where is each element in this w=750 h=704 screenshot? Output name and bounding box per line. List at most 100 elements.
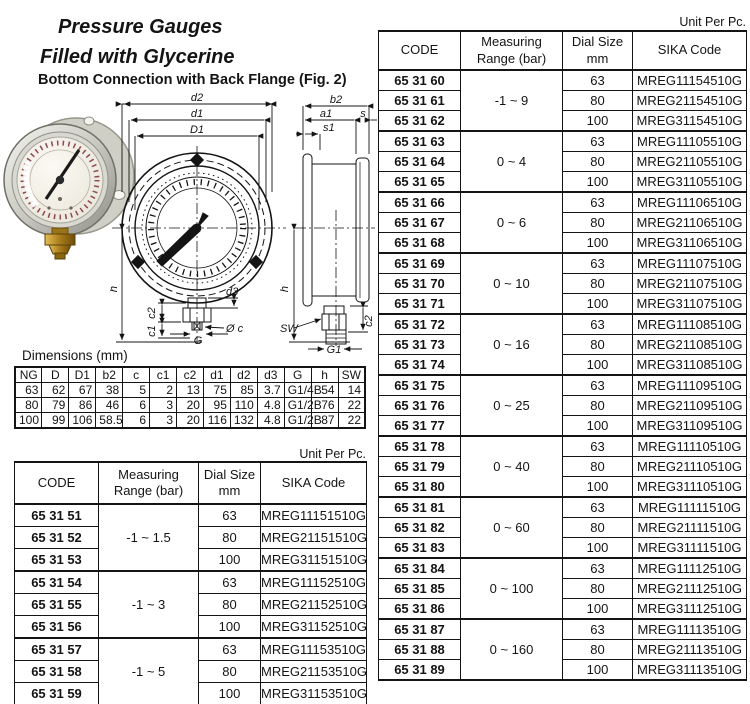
table-row: 65 31 81 0 ~ 60 63 MREG11111510G (378, 496, 747, 559)
dial-size-cell: 63 (198, 570, 261, 594)
dimension-cell: 3 (149, 412, 178, 429)
table-row: 65 31 84 0 ~ 100 63 MREG11112510G (378, 557, 747, 620)
dimension-cell: 20 (176, 397, 204, 413)
range-cell: 0 ~ 100 (460, 557, 563, 620)
dial-size-cell: 80 (562, 273, 633, 294)
sika-code-cell: MREG21154510G (632, 90, 747, 111)
range-cell: 0 ~ 25 (460, 374, 563, 437)
dim-label-G1: G1 (327, 344, 342, 356)
dial-size-cell: 63 (562, 252, 633, 274)
table-row: 65 31 60 -1 ~ 9 63 MREG11154510G (378, 69, 747, 132)
header-row: CODE Measuring Range (bar) Dial Size mm SIKA … (14, 461, 367, 505)
table-row: 65 31 77 100 MREG31109510G (378, 415, 747, 437)
dial-size-cell: 100 (198, 615, 261, 639)
sika-code-cell: MREG31110510G (632, 476, 747, 498)
dim-label-b2: b2 (330, 94, 342, 106)
code-cell: 65 31 55 (14, 593, 99, 616)
dimension-cell: 63 (14, 382, 43, 398)
column-header: d3 (256, 366, 285, 383)
dim-label-G: G (194, 335, 203, 347)
dim-label-d2: d2 (191, 92, 203, 104)
dial-size-cell: 100 (562, 354, 633, 376)
range-cell: -1 ~ 5 (98, 637, 199, 704)
column-header: c1 (149, 366, 178, 383)
table-row: 65 31 66 0 ~ 6 63 MREG11106510G (378, 191, 747, 254)
dim-label-D1: D1 (190, 124, 204, 136)
sika-code-cell: MREG21153510G (260, 660, 367, 683)
dial-size-cell: 63 (562, 313, 633, 335)
code-cell: 65 31 72 (378, 313, 461, 335)
dimension-cell: 79 (41, 397, 70, 413)
dimension-cell: 116 (202, 412, 231, 429)
table-row: 65 31 56 100 MREG31152510G (14, 615, 367, 639)
dial-size-cell: 100 (562, 659, 633, 681)
code-cell: 65 31 69 (378, 252, 461, 274)
column-header: c2 (176, 366, 204, 383)
dim-label-a1: a1 (320, 108, 332, 120)
code-cell: 65 31 89 (378, 659, 461, 681)
pointer (44, 149, 81, 200)
glycerine-highlight (23, 161, 39, 208)
page-title: Pressure Gauges Filled with Glycerine (40, 12, 235, 72)
code-cell: 65 31 63 (378, 130, 461, 152)
table-row: 65 31 83 100 MREG31111510G (378, 537, 747, 559)
dial-size-cell: 63 (562, 374, 633, 396)
column-header: SIKA Code (260, 461, 367, 505)
column-header: NG (14, 366, 43, 383)
code-cell: 65 31 82 (378, 517, 461, 538)
column-header: Measuring Range (bar) (98, 461, 199, 505)
code-cell: 65 31 57 (14, 637, 99, 661)
code-cell: 65 31 62 (378, 110, 461, 132)
range-cell: 0 ~ 4 (460, 130, 563, 193)
dimension-cell: 20 (176, 412, 204, 429)
column-header: b2 (95, 366, 124, 383)
brass-connection (44, 227, 76, 260)
sika-code-cell: MREG31107510G (632, 293, 747, 315)
gauge-body (3, 123, 117, 237)
page-title-line1: Pressure Gauges (58, 16, 223, 38)
range-cell: 0 ~ 40 (460, 435, 563, 498)
sika-code-cell: MREG11151510G (260, 503, 367, 527)
dimension-cell: 76 (310, 397, 339, 413)
range-cell: 0 ~ 160 (460, 618, 563, 681)
code-cell: 65 31 58 (14, 660, 99, 683)
column-header: D (41, 366, 70, 383)
table-row: 65 31 80 100 MREG31110510G (378, 476, 747, 498)
table-row: 65 31 87 0 ~ 160 63 MREG11113510G (378, 618, 747, 681)
sika-code-cell: MREG21109510G (632, 395, 747, 416)
dim-label-c1: c1 (146, 325, 158, 337)
sika-code-cell: MREG21152510G (260, 593, 367, 616)
dial-size-cell: 80 (198, 593, 261, 616)
dimensions-table-title: Dimensions (mm) (22, 348, 128, 363)
dial-size-cell: 80 (198, 660, 261, 683)
unit-per-pc-label-left: Unit Per Pc. (299, 447, 366, 461)
range-cell: 0 ~ 6 (460, 191, 563, 254)
table-row: 65 31 57 -1 ~ 5 63 MREG11153510G (14, 637, 367, 704)
sika-code-cell: MREG21113510G (632, 639, 747, 660)
sika-code-cell: MREG11152510G (260, 570, 367, 594)
dial-size-cell: 80 (562, 151, 633, 172)
table-row: 63 62 67 38 5 2 13 75 85 3.7 G1/4B 54 14 (14, 382, 366, 398)
table-row: 65 31 68 100 MREG31106510G (378, 232, 747, 254)
dimension-cell: 80 (14, 397, 43, 413)
dial-size-cell: 80 (562, 212, 633, 233)
drawing-labels: d2 d1 D1 h c2 c1 d3 Ø c G b2 a1 s s1 h c… (110, 92, 375, 356)
sika-code-cell: MREG31111510G (632, 537, 747, 559)
table-row: 65 31 85 80 MREG21112510G (378, 578, 747, 599)
dimension-cell: 13 (176, 382, 204, 398)
dial-size-cell: 80 (562, 395, 633, 416)
table-row: 65 31 67 80 MREG21106510G (378, 212, 747, 233)
sika-code-cell: MREG21107510G (632, 273, 747, 294)
column-header: CODE (378, 30, 461, 71)
column-header: d1 (202, 366, 231, 383)
dial-size-cell: 63 (562, 618, 633, 640)
table-row: 65 31 74 100 MREG31108510G (378, 354, 747, 376)
dial-size-cell: 100 (562, 293, 633, 315)
dimension-cell: 4.8 (256, 412, 285, 429)
table-row: 65 31 62 100 MREG31154510G (378, 110, 747, 132)
code-cell: 65 31 54 (14, 570, 99, 594)
sika-code-cell: MREG11106510G (632, 191, 747, 213)
sika-code-cell: MREG21151510G (260, 526, 367, 549)
mounting-lug-right (248, 254, 264, 270)
